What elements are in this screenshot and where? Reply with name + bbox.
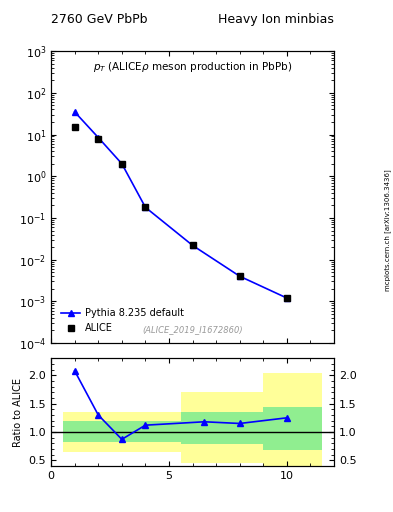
- Pythia 8.235 default: [190, 242, 195, 248]
- Pythia 8.235 default: [285, 295, 289, 301]
- Pythia 8.235 default: [96, 135, 101, 141]
- Pythia 8.235 default: [237, 273, 242, 280]
- Legend: Pythia 8.235 default, ALICE: Pythia 8.235 default, ALICE: [56, 304, 189, 338]
- Pythia 8.235 default: [143, 204, 148, 210]
- ALICE: [285, 295, 289, 301]
- Text: $p_T$ (ALICE$\rho$ meson production in PbPb): $p_T$ (ALICE$\rho$ meson production in P…: [93, 60, 292, 74]
- Text: Heavy Ion minbias: Heavy Ion minbias: [218, 13, 334, 26]
- Text: mcplots.cern.ch [arXiv:1306.3436]: mcplots.cern.ch [arXiv:1306.3436]: [384, 169, 391, 291]
- Text: 2760 GeV PbPb: 2760 GeV PbPb: [51, 13, 148, 26]
- Line: ALICE: ALICE: [72, 124, 290, 301]
- Text: (ALICE_2019_I1672860): (ALICE_2019_I1672860): [142, 325, 243, 334]
- ALICE: [143, 204, 148, 210]
- Pythia 8.235 default: [119, 161, 124, 167]
- Line: Pythia 8.235 default: Pythia 8.235 default: [72, 109, 290, 301]
- Pythia 8.235 default: [72, 109, 77, 115]
- ALICE: [190, 242, 195, 248]
- ALICE: [237, 273, 242, 280]
- ALICE: [96, 136, 101, 142]
- ALICE: [72, 124, 77, 131]
- Y-axis label: Ratio to ALICE: Ratio to ALICE: [13, 378, 23, 446]
- ALICE: [119, 161, 124, 167]
